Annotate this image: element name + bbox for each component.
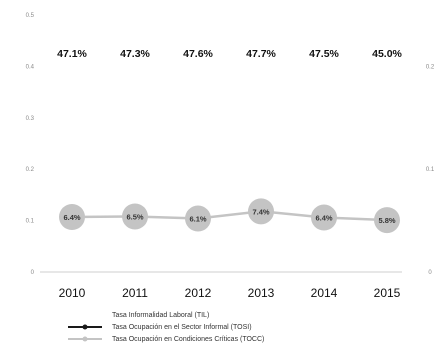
tocc-data-point	[248, 198, 274, 225]
y-right-tick-label: 0	[428, 270, 432, 276]
tocc-data-point	[59, 204, 85, 231]
y-left-tick-label: 0.1	[26, 219, 35, 225]
legend-swatch-marker	[82, 324, 88, 330]
legend-label: Tasa Ocupación en Condiciones Críticas (…	[112, 336, 264, 343]
x-tick-label: 2014	[311, 286, 338, 300]
tocc-data-point	[122, 203, 148, 230]
x-tick-label: 2011	[122, 286, 148, 300]
tocc-data-label: 5.8%	[378, 216, 395, 225]
tocc-data-label: 6.1%	[189, 215, 206, 224]
x-tick-label: 2013	[248, 286, 275, 300]
til-data-label: 47.7%	[246, 48, 276, 60]
til-data-label: 47.1%	[57, 48, 87, 60]
legend-swatch-marker	[82, 336, 88, 342]
y-right-tick-label: 0.2	[426, 64, 435, 70]
y-left-tick-label: 0	[31, 270, 35, 276]
tocc-data-point	[374, 207, 400, 234]
tocc-data-label: 6.5%	[126, 212, 143, 221]
x-tick-label: 2010	[59, 286, 86, 300]
tocc-data-point	[311, 204, 337, 231]
til-data-label: 45.0%	[372, 48, 402, 60]
tocc-data-point	[185, 205, 211, 232]
y-left-tick-label: 0.5	[26, 13, 35, 19]
tocc-data-label: 7.4%	[252, 207, 269, 216]
y-right-tick-label: 0.1	[426, 167, 435, 173]
legend-label: Tasa Informalidad Laboral (TIL)	[112, 312, 209, 319]
y-left-tick-label: 0.2	[26, 167, 35, 173]
legend-label: Tasa Ocupación en el Sector Informal (TO…	[112, 324, 252, 331]
tocc-series-line	[71, 210, 388, 222]
x-tick-label: 2015	[374, 286, 401, 300]
til-data-label: 47.6%	[183, 48, 213, 60]
tocc-data-label: 6.4%	[315, 214, 332, 223]
x-tick-label: 2012	[185, 286, 212, 300]
y-left-tick-label: 0.3	[26, 116, 35, 122]
til-data-label: 47.3%	[120, 48, 150, 60]
til-data-label: 47.5%	[309, 48, 339, 60]
tocc-data-label: 6.4%	[63, 213, 80, 222]
y-left-tick-label: 0.4	[26, 64, 35, 70]
